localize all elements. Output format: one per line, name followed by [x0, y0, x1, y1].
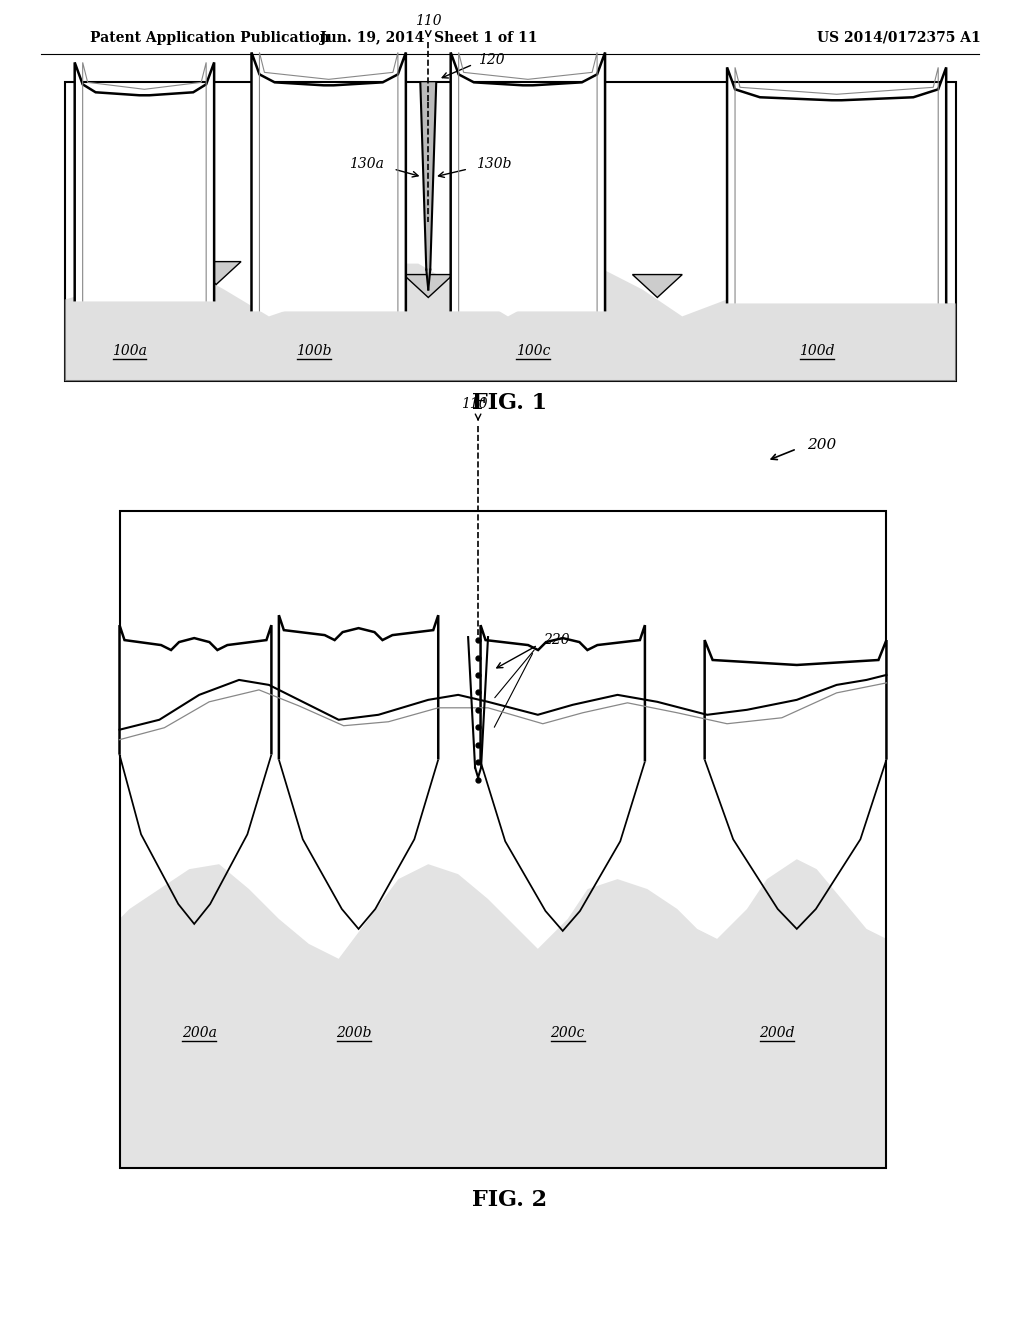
Polygon shape — [120, 859, 887, 1168]
Polygon shape — [191, 261, 241, 285]
Text: 100d: 100d — [799, 345, 835, 358]
Text: 200b: 200b — [336, 1027, 372, 1040]
Text: 100: 100 — [797, 125, 826, 139]
Text: 200c: 200c — [551, 1027, 585, 1040]
Text: Jun. 19, 2014  Sheet 1 of 11: Jun. 19, 2014 Sheet 1 of 11 — [319, 30, 537, 45]
Polygon shape — [120, 626, 271, 755]
Bar — [65, 82, 956, 381]
Text: 130a: 130a — [348, 157, 383, 172]
Text: 100a: 100a — [112, 345, 146, 358]
Text: 110: 110 — [415, 13, 441, 28]
Polygon shape — [252, 53, 406, 312]
Text: 200: 200 — [807, 438, 836, 451]
Text: 130b: 130b — [476, 157, 512, 172]
Polygon shape — [633, 275, 682, 297]
Bar — [120, 511, 887, 1168]
Polygon shape — [451, 53, 605, 312]
Text: US 2014/0172375 A1: US 2014/0172375 A1 — [817, 30, 980, 45]
Text: 200d: 200d — [759, 1027, 795, 1040]
Text: 200a: 200a — [181, 1027, 217, 1040]
Polygon shape — [705, 640, 887, 759]
Polygon shape — [420, 82, 436, 289]
Text: FIG. 1: FIG. 1 — [472, 392, 548, 414]
Text: 220: 220 — [543, 634, 569, 647]
Polygon shape — [279, 615, 438, 759]
Polygon shape — [75, 62, 214, 301]
Text: 100c: 100c — [516, 345, 550, 358]
Polygon shape — [65, 261, 956, 381]
Polygon shape — [727, 67, 946, 304]
Text: 120: 120 — [478, 53, 505, 67]
Text: 110: 110 — [461, 397, 487, 411]
Text: 100b: 100b — [296, 345, 332, 358]
Polygon shape — [480, 626, 645, 762]
Text: FIG. 2: FIG. 2 — [472, 1189, 548, 1210]
Polygon shape — [403, 275, 454, 297]
Text: Patent Application Publication: Patent Application Publication — [90, 30, 330, 45]
